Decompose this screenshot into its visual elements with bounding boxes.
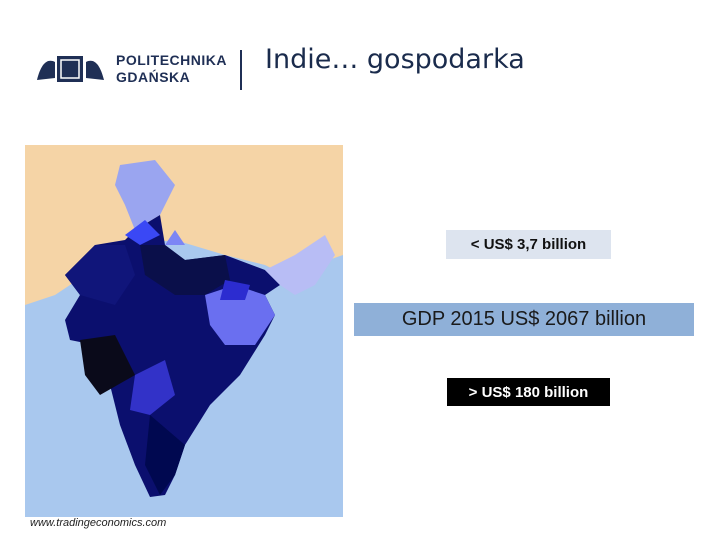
map-source: www.tradingeconomics.com (30, 517, 167, 529)
legend-low: < US$ 3,7 billion (446, 230, 611, 259)
logo-line: GDAŃSKA (116, 69, 191, 85)
separator (240, 50, 242, 90)
india-map (25, 145, 343, 517)
slide-title: Indie… gospodarka (265, 44, 525, 75)
legend-high: > US$ 180 billion (447, 378, 610, 406)
logo-emblem (37, 56, 104, 82)
gdp-label: GDP 2015 US$ 2067 billion (354, 303, 694, 336)
logo-line: POLITECHNIKA (116, 52, 227, 68)
